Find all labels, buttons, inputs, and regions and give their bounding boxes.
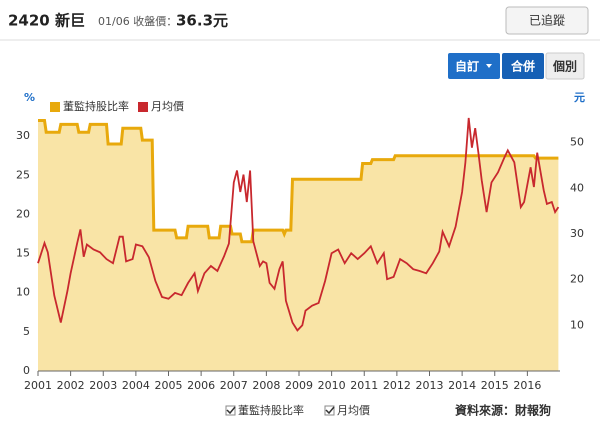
- y2-tick-label: 40: [570, 181, 584, 194]
- legend-swatch: [138, 102, 148, 112]
- x-tick-label: 2009: [285, 379, 313, 392]
- separate-button[interactable]: [545, 52, 585, 80]
- legend-swatch: [50, 102, 60, 112]
- x-tick-label: 2013: [416, 379, 444, 392]
- area: [38, 120, 559, 371]
- source: 資料來源：財報狗: [455, 403, 551, 418]
- checkbox[interactable]: [324, 405, 335, 416]
- checkbox-label[interactable]: 月均價: [337, 403, 370, 417]
- checkbox-label[interactable]: 董監持股比率: [238, 403, 304, 417]
- y2-tick-label: 20: [570, 273, 584, 286]
- legend-label: 董監持股比率: [63, 99, 129, 113]
- custom-button[interactable]: [448, 53, 500, 79]
- check-mark: [325, 406, 335, 415]
- custom-label[interactable]: 自訂: [455, 59, 479, 74]
- y2-tick-label: 30: [570, 227, 584, 240]
- line: [37, 117, 560, 332]
- x-tick-label: 2001: [24, 379, 52, 392]
- x-tick-label: 2005: [155, 379, 183, 392]
- y-tick-label: 15: [16, 247, 30, 260]
- x-tick-label: 2014: [448, 379, 476, 392]
- y2-tick-label: 50: [570, 136, 584, 149]
- x-tick-label: 2012: [383, 379, 411, 392]
- y-tick-label: 20: [16, 207, 30, 220]
- follow-button-label[interactable]: 已追蹤: [529, 13, 565, 28]
- x-tick-label: 2004: [122, 379, 150, 392]
- x-tick-label: 2015: [481, 379, 509, 392]
- x-tick-label: 2003: [89, 379, 117, 392]
- y-unit: %: [24, 91, 35, 104]
- follow-button[interactable]: [505, 6, 589, 35]
- x-tick-label: 2006: [187, 379, 215, 392]
- y2-unit: 元: [574, 91, 585, 104]
- y-tick-label: 10: [16, 286, 30, 299]
- x-tick-label: 2002: [57, 379, 85, 392]
- x-tick-label: 2008: [252, 379, 280, 392]
- line: [38, 119, 559, 244]
- y2-tick-label: 10: [570, 318, 584, 331]
- x-tick-label: 2007: [220, 379, 248, 392]
- legend-label: 月均價: [151, 99, 184, 113]
- merged-button[interactable]: [502, 53, 544, 79]
- x-tick-label: 2010: [318, 379, 346, 392]
- y-tick-label: 5: [23, 325, 30, 338]
- date-label: 01/06 收盤價：: [98, 14, 177, 28]
- y-tick-label: 25: [16, 168, 30, 181]
- y-tick-label: 0: [23, 364, 30, 377]
- check-mark: [226, 406, 236, 415]
- stock-name: 2420 新巨: [8, 12, 85, 30]
- x-tick-label: 2016: [513, 379, 541, 392]
- y-tick-label: 30: [16, 129, 30, 142]
- checkbox[interactable]: [225, 405, 236, 416]
- plot: 0 5 10 15 20 25 30 10 20 30 40 50 2001 2002 2003 2004 20…: [16, 99, 584, 392]
- close-price: 36.3元: [176, 12, 228, 30]
- dropdown-caret: [486, 64, 492, 68]
- merged-label[interactable]: 合併: [511, 59, 535, 74]
- x-tick-label: 2011: [350, 379, 378, 392]
- separate-label[interactable]: 個別: [552, 59, 577, 74]
